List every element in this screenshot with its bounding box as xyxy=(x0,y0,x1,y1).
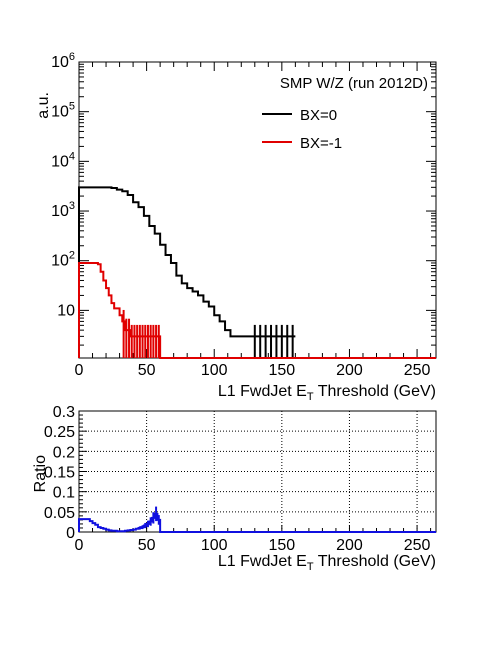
top-y-tick-label-exponent: 5 xyxy=(69,101,75,113)
run-annotation: SMP W/Z (run 2012D) xyxy=(280,75,428,92)
top-y-tick-label-exponent: 2 xyxy=(69,250,75,262)
bottom-grid xyxy=(79,411,436,532)
top-y-tick-label: 105 xyxy=(51,101,75,121)
top-x-tick-label: 200 xyxy=(336,362,363,379)
top-plot-frame xyxy=(78,61,437,359)
top-x-axis-label-suffix: Threshold (GeV) xyxy=(314,383,436,400)
top-x-axis-label: L1 FwdJet ET Threshold (GeV) xyxy=(218,383,436,403)
bottom-series-group xyxy=(78,506,436,533)
top-x-tick-label: 250 xyxy=(404,362,431,379)
bottom-x-axis-label-sub: T xyxy=(307,561,314,573)
top-y-tick-label: 104 xyxy=(51,150,75,170)
top-y-tick-label: 102 xyxy=(51,250,75,270)
bottom-x-tick-label: 150 xyxy=(268,537,295,554)
bottom-y-tick-label: 0.3 xyxy=(53,404,75,421)
top-series-group xyxy=(78,186,436,359)
top-y-tick-label-exponent: 3 xyxy=(69,200,75,212)
top-y-tick-label-base: 10 xyxy=(51,203,69,220)
top-y-tick-label-base: 10 xyxy=(51,104,69,121)
bottom-x-axis-label: L1 FwdJet ET Threshold (GeV) xyxy=(218,553,436,573)
bottom-y-tick-label: 0.25 xyxy=(44,424,75,441)
legend-label-bxm1: BX=-1 xyxy=(300,135,342,152)
top-series-1 xyxy=(78,261,436,359)
top-y-tick-label: 10 xyxy=(57,302,75,319)
bottom-y-tick-label: 0.05 xyxy=(44,505,75,522)
bottom-series-line xyxy=(78,512,436,533)
top-axis-ticks xyxy=(78,61,436,358)
bottom-y-tick-label: 0 xyxy=(66,525,75,542)
top-series-line xyxy=(78,186,296,358)
top-y-tick-label-exponent: 4 xyxy=(69,150,75,162)
top-y-tick-label-base: 10 xyxy=(51,54,69,71)
bottom-x-tick-label: 100 xyxy=(201,537,228,554)
top-y-tick-label: 106 xyxy=(51,51,75,71)
bottom-y-tick-label: 0.15 xyxy=(44,465,75,482)
top-x-axis-label-sub: T xyxy=(307,391,314,403)
bottom-x-tick-label: 50 xyxy=(138,537,156,554)
top-x-tick-label: 0 xyxy=(75,362,84,379)
bottom-y-tick-label: 0.1 xyxy=(53,485,75,502)
bottom-x-tick-label: 250 xyxy=(404,537,431,554)
bottom-axis-ticks xyxy=(78,410,432,533)
bottom-x-tick-label: 0 xyxy=(75,537,84,554)
bottom-x-tick-label: 200 xyxy=(336,537,363,554)
legend-label-bx0: BX=0 xyxy=(300,107,337,124)
top-y-tick-label-exponent: 6 xyxy=(69,51,75,63)
bottom-x-axis-label-suffix: Threshold (GeV) xyxy=(314,553,436,570)
bottom-y-axis-label: Ratio xyxy=(32,455,49,492)
top-y-axis-label: a.u. xyxy=(35,92,52,119)
bottom-series-0 xyxy=(78,506,436,533)
top-x-tick-label: 50 xyxy=(138,362,156,379)
top-x-tick-label: 150 xyxy=(268,362,295,379)
top-y-tick-label-base: 10 xyxy=(51,253,69,270)
legend: BX=0 BX=-1 xyxy=(262,107,342,152)
top-series-0 xyxy=(78,186,296,358)
top-y-tick-label-base: 10 xyxy=(57,302,75,319)
top-x-tick-label: 100 xyxy=(201,362,228,379)
top-y-tick-label-base: 10 xyxy=(51,153,69,170)
bottom-x-axis-label-main: L1 FwdJet E xyxy=(218,553,307,570)
top-y-tick-label: 103 xyxy=(51,200,75,220)
bottom-y-tick-label: 0.2 xyxy=(53,444,75,461)
top-x-axis-label-main: L1 FwdJet E xyxy=(218,383,307,400)
